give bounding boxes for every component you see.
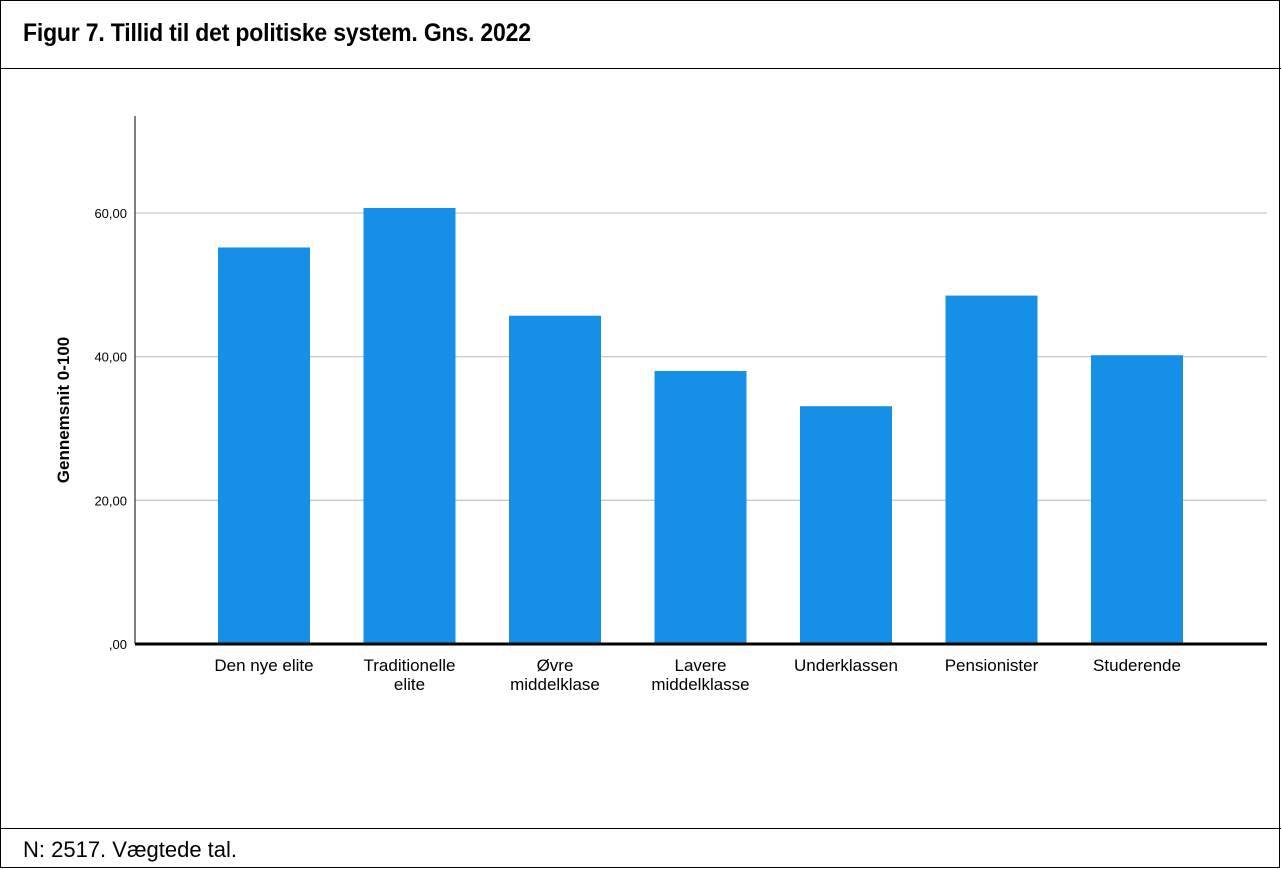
x-tick-label: Lavere bbox=[675, 656, 727, 675]
x-tick-label: Studerende bbox=[1093, 656, 1181, 675]
y-axis-label: Gennemsnit 0-100 bbox=[54, 337, 73, 483]
x-tick-label: Underklassen bbox=[794, 656, 898, 675]
x-tick-label: elite bbox=[394, 675, 425, 694]
bar bbox=[363, 207, 456, 644]
title-row: Figur 7. Tillid til det politiske system… bbox=[1, 1, 1281, 69]
bar-chart: ,00 20,00 40,00 60,00 Gennemsnit 0-100 Den ny… bbox=[54, 116, 1267, 694]
bar bbox=[945, 295, 1038, 644]
bar bbox=[509, 315, 601, 644]
x-tick-label: Traditionelle bbox=[364, 656, 456, 675]
figure-note: N: 2517. Vægtede tal. bbox=[23, 837, 238, 862]
x-tick-label: middelklase bbox=[510, 675, 600, 694]
x-tick-label: middelklasse bbox=[651, 675, 749, 694]
x-tick-label: Øvre bbox=[537, 656, 574, 675]
bar bbox=[654, 371, 747, 644]
bar bbox=[800, 406, 892, 644]
y-tick-label: 60,00 bbox=[94, 206, 127, 221]
y-tick-label: 20,00 bbox=[94, 493, 127, 508]
bar bbox=[1091, 355, 1183, 644]
x-tick-label: Den nye elite bbox=[214, 656, 313, 675]
y-tick-label: ,00 bbox=[109, 637, 127, 652]
bar bbox=[218, 247, 310, 644]
chart-area: ,00 20,00 40,00 60,00 Gennemsnit 0-100 Den ny… bbox=[1, 69, 1281, 828]
y-tick-label: 40,00 bbox=[94, 350, 127, 365]
note-row: N: 2517. Vægtede tal. bbox=[1, 828, 1281, 869]
x-tick-label: Pensionister bbox=[945, 656, 1039, 675]
figure-title: Figur 7. Tillid til det politiske system… bbox=[23, 19, 531, 47]
